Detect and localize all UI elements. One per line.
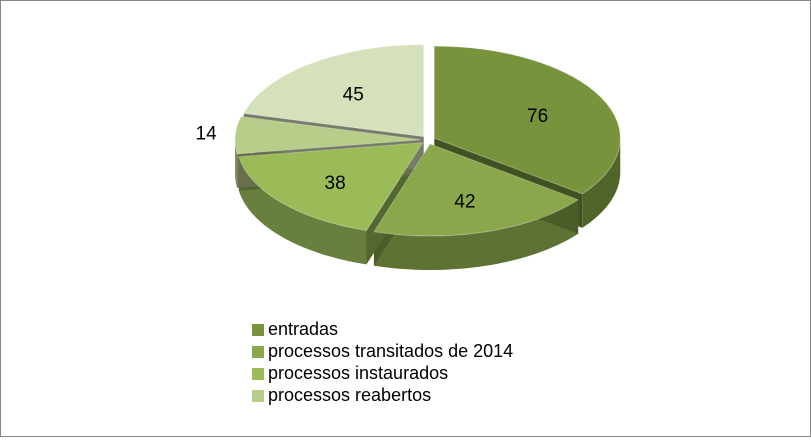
legend-label: processos reabertos (268, 385, 431, 405)
legend-swatch (252, 390, 264, 402)
slice (238, 142, 424, 231)
slice-side (238, 156, 367, 265)
data-label: 76 (527, 106, 548, 127)
data-label: 45 (343, 85, 364, 106)
legend-swatch (252, 368, 264, 380)
slice (433, 45, 621, 195)
data-label: 14 (196, 124, 218, 145)
data-label: 38 (325, 173, 346, 194)
legend-label: entradas (268, 319, 338, 339)
legend-label: processos instaurados (268, 363, 448, 383)
slice (373, 143, 580, 237)
slice-side (373, 199, 579, 271)
legend-label: processos transitados de 2014 (268, 341, 513, 361)
slice-side (582, 138, 621, 228)
slice (234, 115, 422, 155)
slice (242, 44, 425, 138)
legend-swatch (252, 324, 264, 336)
slice-side (235, 139, 238, 188)
legend-swatch (252, 346, 264, 358)
data-label: 42 (454, 191, 475, 212)
